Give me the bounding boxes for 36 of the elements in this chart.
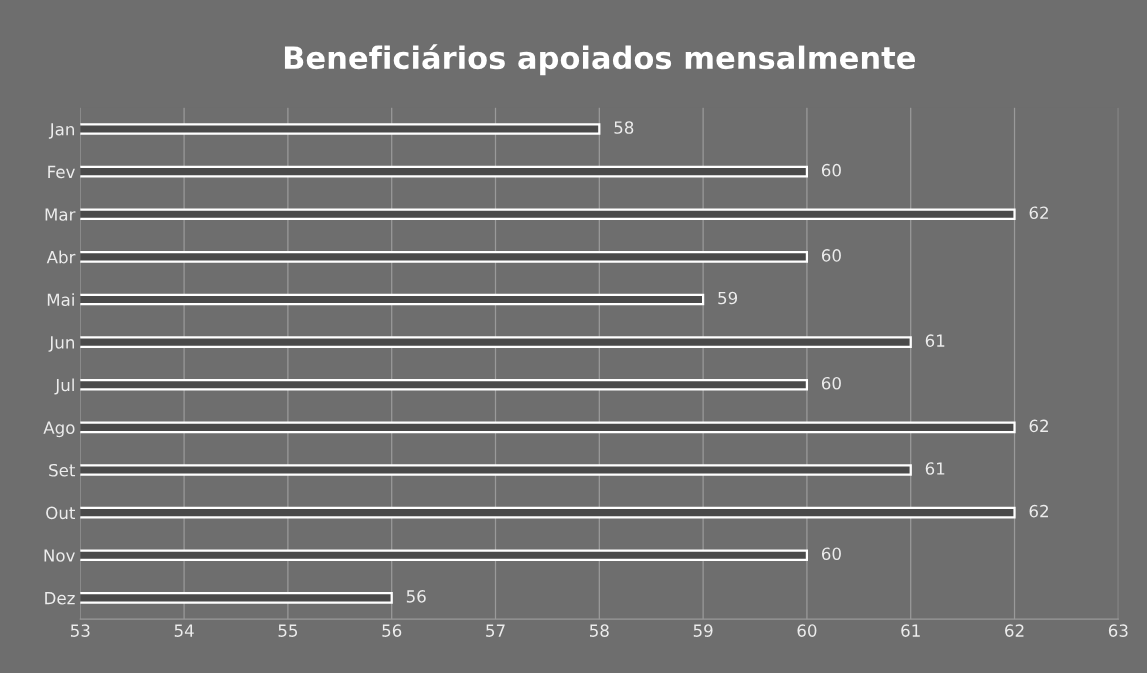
data-label: 61	[925, 462, 945, 475]
data-label: 62	[1029, 504, 1048, 518]
y-tick-label: Jun	[48, 336, 75, 352]
y-tick-label: Mar	[45, 208, 76, 221]
y-tick-label: Mai	[47, 293, 74, 307]
data-label: 62	[1029, 419, 1048, 433]
x-tick-label: 62	[1005, 624, 1024, 637]
y-tick-label: Jul	[54, 378, 74, 395]
x-tick-label: 60	[797, 624, 817, 637]
x-tick-label: 61	[901, 624, 920, 637]
x-tick-label: 56	[382, 624, 402, 637]
y-tick-label: Ago	[43, 421, 75, 438]
y-tick-label: Dez	[45, 592, 75, 605]
x-tick-label: 59	[693, 624, 713, 637]
data-label: 60	[821, 376, 841, 390]
y-tick-label: Out	[46, 506, 76, 520]
y-tick-label: Abr	[46, 250, 76, 264]
data-label: 60	[821, 249, 841, 262]
y-tick-label: Set	[49, 463, 76, 477]
chart-title: Beneficiários apoiados mensalmente	[284, 44, 915, 76]
data-label: 62	[1029, 206, 1048, 220]
x-tick-label: 54	[174, 624, 194, 637]
data-label: 60	[821, 547, 841, 561]
x-tick-label: 57	[486, 624, 505, 637]
x-tick-label: 58	[589, 624, 609, 637]
x-tick-label: 53	[70, 624, 90, 637]
data-label: 61	[925, 334, 945, 347]
data-label: 59	[718, 291, 738, 305]
y-tick-label: Nov	[44, 549, 75, 562]
x-tick-label: 63	[1108, 624, 1128, 637]
y-tick-label: Jan	[48, 123, 75, 139]
data-label: 60	[821, 163, 841, 177]
data-label: 56	[406, 590, 426, 603]
x-tick-label: 55	[278, 624, 298, 637]
y-tick-label: Fev	[48, 165, 75, 179]
data-label: 58	[614, 121, 634, 134]
